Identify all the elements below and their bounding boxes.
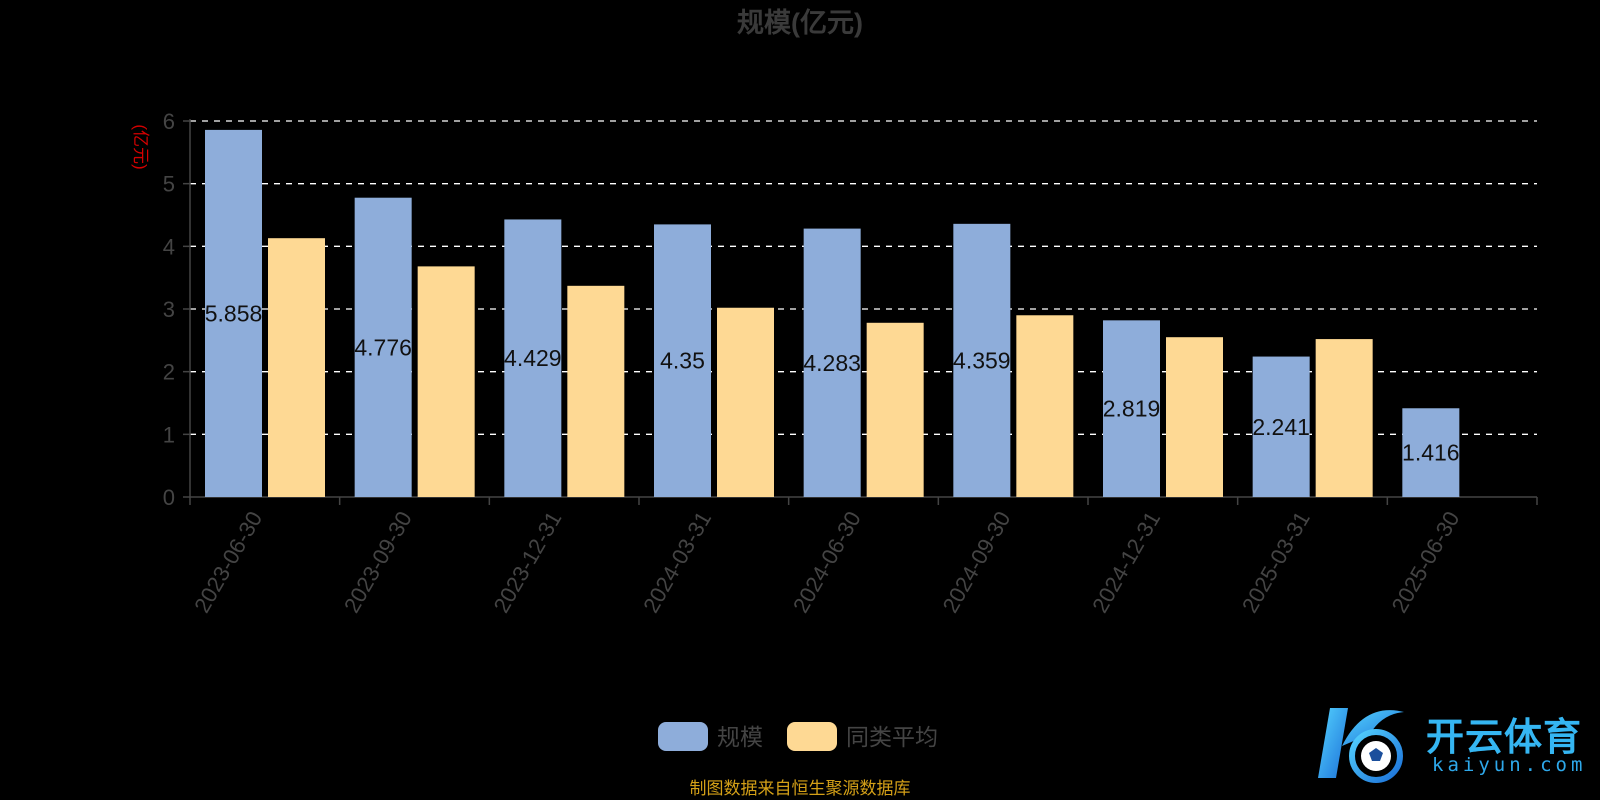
y-tick-label: 5 — [163, 172, 175, 197]
bar-peer-average[interactable] — [717, 307, 774, 497]
soccer-ball-k-logo-icon — [1318, 708, 1404, 783]
watermark-text-en: kaiyun.com — [1432, 754, 1587, 776]
bar-scale[interactable] — [354, 197, 412, 498]
bar-scale[interactable] — [953, 223, 1011, 497]
bar-peer-average[interactable] — [417, 266, 475, 497]
x-tick-label: 2024-03-31 — [638, 507, 716, 617]
x-tick-label: 2025-06-30 — [1387, 507, 1465, 617]
x-tick-label: 2024-12-31 — [1087, 507, 1165, 617]
bar-scale[interactable] — [803, 228, 861, 497]
x-tick-label: 2025-03-31 — [1237, 507, 1315, 617]
chart-title: 规模(亿元) — [737, 8, 863, 38]
legend[interactable]: 规模 同类平均 — [658, 722, 938, 751]
data-labels: 5.858 4.776 4.429 4.35 4.283 4.359 2.819 2.241 1… — [205, 300, 1460, 465]
bar-scale[interactable] — [1252, 356, 1310, 497]
data-label: 2.819 — [1103, 396, 1161, 422]
data-label: 1.416 — [1402, 440, 1460, 466]
y-tick-label: 0 — [163, 485, 175, 510]
data-label: 4.35 — [660, 348, 705, 374]
bar-peer-average[interactable] — [1315, 339, 1373, 497]
legend-label[interactable]: 规模 — [717, 724, 763, 750]
source-note: 制图数据来自恒生聚源数据库 — [690, 779, 911, 798]
bar-peer-average[interactable] — [1016, 315, 1074, 497]
bar-peer-average[interactable] — [567, 285, 625, 497]
data-label: 2.241 — [1252, 414, 1310, 440]
x-tick-label: 2024-09-30 — [938, 507, 1016, 617]
data-label: 5.858 — [205, 300, 263, 326]
data-label: 4.429 — [504, 345, 562, 371]
data-label: 4.776 — [354, 334, 412, 360]
watermark-logo: 开云体育 kaiyun.com — [1312, 700, 1592, 786]
bar-scale[interactable] — [654, 224, 711, 497]
bar-peer-average[interactable] — [866, 322, 924, 497]
bar-scale[interactable] — [504, 219, 562, 497]
watermark-text-cn: 开云体育 — [1426, 715, 1583, 759]
x-tick-label: 2023-06-30 — [189, 507, 267, 617]
y-tick-label: 4 — [163, 234, 175, 259]
x-tick-label: 2023-09-30 — [339, 507, 417, 617]
x-tick-label: 2023-12-31 — [489, 507, 567, 617]
data-label: 4.283 — [803, 350, 861, 376]
gridlines — [190, 120, 1537, 435]
y-tick-label: 6 — [163, 109, 175, 134]
bar-peer-average[interactable] — [1166, 337, 1223, 497]
bar-scale[interactable] — [1402, 408, 1460, 497]
legend-label[interactable]: 同类平均 — [846, 724, 938, 750]
y-tick-label: 3 — [163, 297, 175, 322]
bars[interactable] — [205, 129, 1460, 498]
y-tick-label: 2 — [163, 360, 175, 385]
bar-scale[interactable] — [205, 129, 262, 497]
legend-swatch-scale[interactable] — [658, 722, 708, 751]
y-tick-label: 1 — [163, 422, 175, 447]
y-axis-unit-label: (亿元) — [131, 124, 150, 169]
bar-scale[interactable] — [1103, 320, 1160, 497]
data-label: 4.359 — [953, 347, 1011, 373]
x-tick-label: 2024-06-30 — [788, 507, 866, 617]
bar-peer-average[interactable] — [268, 238, 325, 498]
legend-swatch-peer-average[interactable] — [787, 722, 837, 751]
